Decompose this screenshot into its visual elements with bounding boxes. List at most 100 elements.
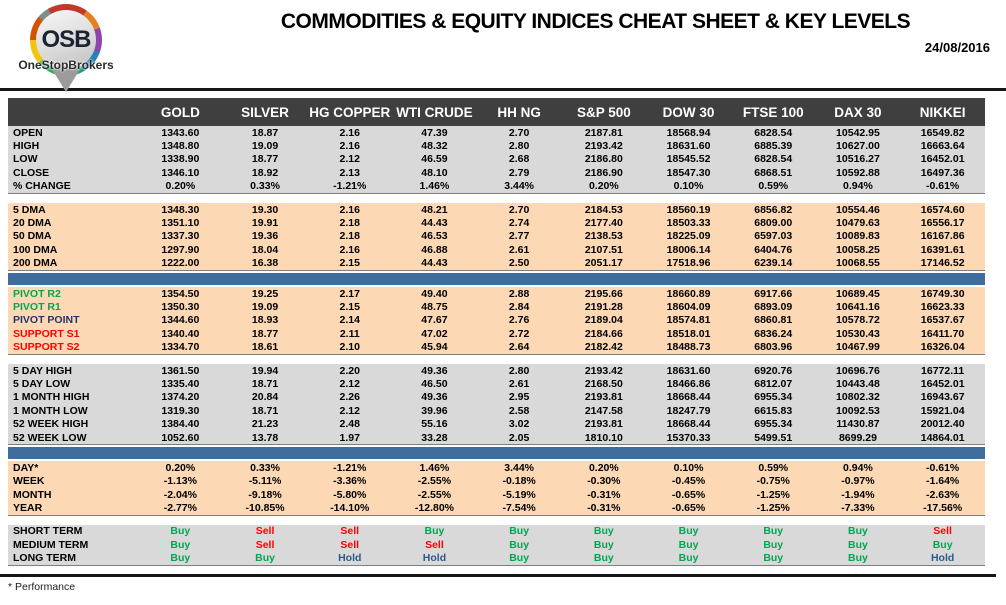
value-cell: 48.10	[421, 166, 448, 179]
logo-pin-point	[50, 66, 82, 92]
value-cell: 2.76	[508, 314, 530, 327]
value-cell: Sell	[255, 538, 275, 551]
value-cell: 1346.10	[161, 166, 200, 179]
table-row: DAY* 0.20% 0.33% -1.21% 1.46% 3.44% 0.20% 0.10%…	[8, 461, 985, 474]
value-cell: 6836.24	[754, 327, 793, 340]
value-cell: 18466.86	[666, 377, 711, 390]
value-cell: 2.58	[508, 404, 530, 417]
page-title: COMMODITIES & EQUITY INDICES CHEAT SHEET…	[280, 10, 911, 33]
value-cell: 16749.30	[920, 287, 965, 300]
blue-separator-bar	[8, 272, 985, 285]
value-cell: 6828.54	[754, 153, 793, 166]
value-cell: 1374.20	[161, 391, 200, 404]
value-cell: 1052.60	[161, 431, 200, 444]
value-cell: 2.11	[339, 327, 360, 340]
value-cell: Buy	[678, 552, 699, 565]
value-cell: 18604.09	[666, 300, 711, 313]
value-cell: 2.13	[339, 166, 360, 179]
value-cell: 46.88	[421, 243, 448, 256]
value-cell: -1.21%	[333, 180, 367, 193]
value-cell: 18.04	[251, 243, 279, 256]
value-cell: 10092.53	[836, 404, 880, 417]
table-row: SUPPORT S2 1334.70 18.61 2.10 45.94 2.64 2182.…	[8, 340, 985, 353]
value-cell: 2138.53	[584, 230, 623, 243]
table-row: MONTH -2.04% -9.18% -5.80% -2.55% -5.19% -0.31…	[8, 488, 985, 501]
value-cell: 2.61	[508, 243, 530, 256]
value-cell: Sell	[933, 525, 952, 538]
value-cell: -1.25%	[756, 488, 790, 501]
value-cell: 1338.90	[161, 153, 200, 166]
value-cell: 2.16	[339, 126, 360, 139]
value-cell: 18.71	[251, 404, 279, 417]
value-cell: 2.20	[339, 364, 360, 377]
value-cell: 16497.36	[920, 166, 965, 179]
value-cell: 1334.70	[161, 341, 200, 354]
value-cell: 16452.01	[920, 377, 965, 390]
value-cell: 2186.90	[584, 166, 623, 179]
table-row: MEDIUM TERM Buy Sell Sell Sell Buy Buy Buy Buy Bu…	[8, 538, 985, 551]
row-label: LONG TERM	[13, 552, 76, 565]
row-label: 50 DMA	[13, 230, 52, 243]
value-cell: -1.64%	[926, 475, 960, 488]
value-cell: 16452.01	[920, 153, 965, 166]
row-label: 1 MONTH HIGH	[13, 391, 90, 404]
value-cell: 0.94%	[843, 180, 873, 193]
value-cell: 2.70	[508, 126, 530, 139]
table-row: SUPPORT S1 1340.40 18.77 2.11 47.02 2.72 2184.…	[8, 327, 985, 340]
value-cell: Buy	[170, 552, 191, 565]
value-cell: Sell	[425, 538, 444, 551]
value-cell: Buy	[170, 538, 191, 551]
value-cell: -7.33%	[841, 502, 875, 515]
value-cell: -14.10%	[330, 502, 370, 515]
value-cell: -0.65%	[671, 502, 706, 515]
value-cell: 1343.60	[161, 126, 200, 139]
value-cell: Sell	[340, 538, 360, 551]
section-gap	[8, 355, 985, 364]
value-cell: 3.44%	[504, 461, 535, 474]
row-label: 5 DMA	[13, 203, 46, 216]
value-cell: 2.79	[508, 166, 530, 179]
value-cell: 6404.76	[754, 243, 793, 256]
value-cell: 13.78	[251, 431, 279, 444]
row-label: SHORT TERM	[13, 525, 83, 538]
row-label: MONTH	[13, 488, 52, 501]
table-row: YEAR -2.77% -10.85% -14.10% -12.80% -7.54% -0.…	[8, 501, 985, 514]
row-label: 20 DMA	[13, 217, 52, 230]
value-cell: 2.74	[508, 217, 530, 230]
value-cell: Sell	[340, 525, 360, 538]
row-label: 52 WEEK LOW	[13, 431, 87, 444]
value-cell: 2.16	[339, 203, 360, 216]
value-cell: 1319.30	[161, 404, 200, 417]
value-cell: -5.19%	[502, 488, 536, 501]
value-cell: -2.77%	[163, 502, 197, 515]
value-cell: 8699.29	[838, 431, 877, 444]
table-row: 1 MONTH LOW 1319.30 18.71 2.12 39.96 2.58 2147…	[8, 404, 985, 417]
value-cell: 6920.76	[754, 364, 793, 377]
value-cell: 2.84	[508, 300, 530, 313]
value-cell: 6856.82	[754, 203, 793, 216]
value-cell: Buy	[593, 552, 614, 565]
table-section: OPEN 1343.60 18.87 2.16 47.39 2.70 2187.81 1856…	[8, 126, 985, 194]
value-cell: Buy	[763, 552, 784, 565]
value-cell: 17518.96	[666, 257, 711, 270]
table-header-row: GOLD SILVER HG COPPER WTI CRUDE HH NG S&P 500…	[8, 98, 985, 126]
value-cell: Buy	[593, 525, 614, 538]
value-cell: 19.25	[251, 287, 279, 300]
value-cell: Sell	[255, 525, 275, 538]
value-cell: 2.26	[339, 391, 360, 404]
report-date: 24/08/2016	[924, 40, 990, 55]
value-cell: 1361.50	[161, 364, 200, 377]
value-cell: 18545.52	[666, 153, 711, 166]
value-cell: Buy	[255, 552, 275, 565]
row-label: 52 WEEK HIGH	[13, 418, 89, 431]
value-cell: 1348.30	[161, 203, 200, 216]
value-cell: 18631.60	[666, 140, 711, 153]
row-label: 100 DMA	[13, 243, 58, 256]
value-cell: 2184.66	[584, 327, 623, 340]
value-cell: 0.33%	[250, 180, 280, 193]
column-header: NIKKEI	[919, 104, 966, 120]
value-cell: 1351.10	[161, 217, 200, 230]
value-cell: 19.94	[251, 364, 279, 377]
value-cell: 18660.89	[666, 287, 711, 300]
table-row: 50 DMA 1337.30 19.36 2.18 46.53 2.77 2138.53 18…	[8, 230, 985, 243]
